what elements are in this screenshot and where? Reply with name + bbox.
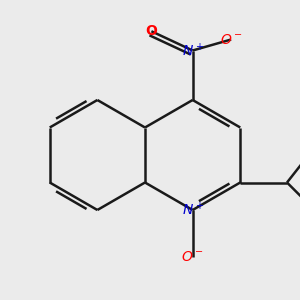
Text: O: O: [146, 24, 157, 38]
Text: $N^+$: $N^+$: [182, 42, 204, 59]
Text: $O^-$: $O^-$: [181, 250, 204, 264]
Text: $N^+$: $N^+$: [182, 201, 204, 219]
Text: $O^-$: $O^-$: [220, 32, 243, 46]
